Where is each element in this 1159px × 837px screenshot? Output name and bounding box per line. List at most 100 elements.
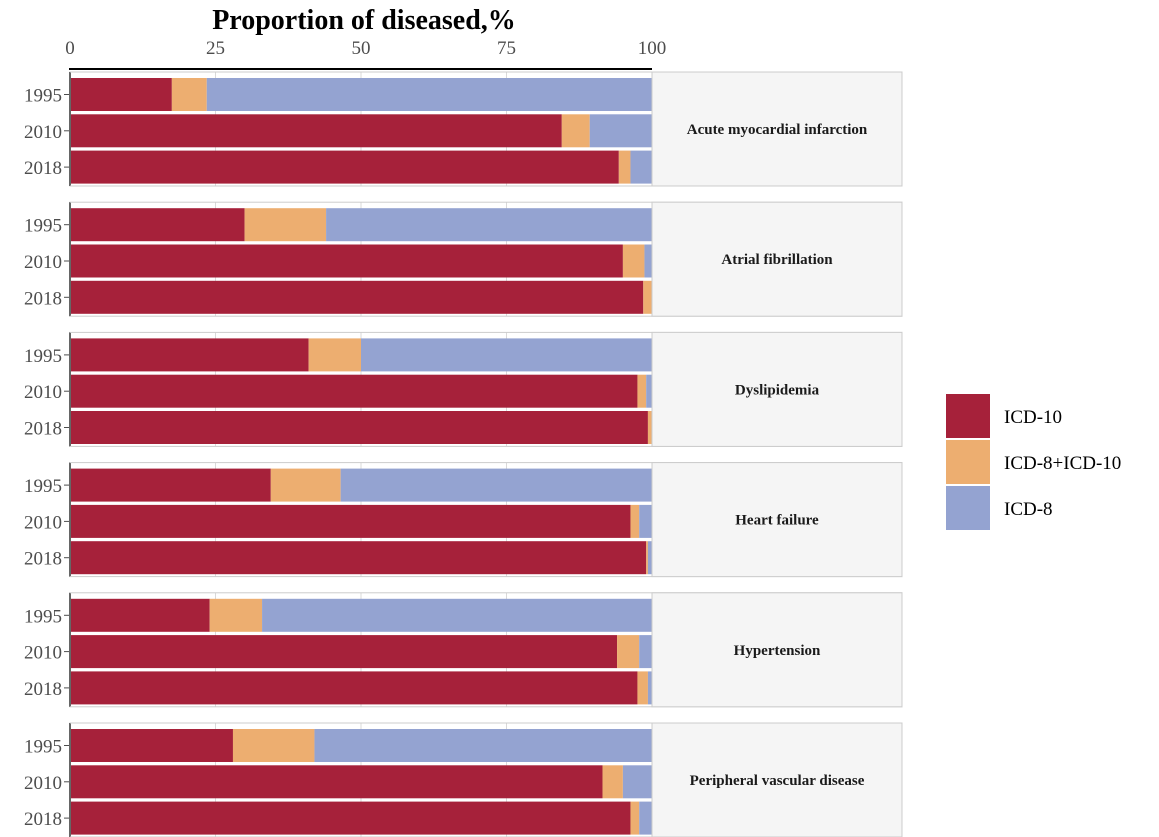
facet-strip	[651, 462, 903, 578]
bar-segment	[647, 671, 652, 705]
x-tick-label: 0	[65, 38, 75, 59]
bar-segment	[70, 280, 644, 314]
legend-key	[946, 440, 990, 484]
bar-segment	[637, 671, 648, 705]
bar-segment	[70, 729, 233, 762]
y-tick-label: 2010	[24, 122, 62, 143]
facet-strip-label: Atrial fibrillation	[721, 252, 833, 268]
bar-segment	[643, 280, 652, 314]
bar-segment	[70, 635, 618, 669]
bar-segment	[602, 765, 623, 799]
y-tick-label: 2018	[24, 419, 62, 440]
bar-segment	[639, 635, 652, 669]
bar-segment	[618, 150, 631, 184]
legend-label: ICD-8	[1004, 499, 1053, 520]
facet-strip-label: Acute myocardial infarction	[687, 122, 868, 138]
y-tick-label: 1995	[24, 216, 62, 237]
y-tick-label: 2018	[24, 158, 62, 179]
bar-segment	[70, 338, 309, 372]
bar-segment	[646, 541, 648, 575]
y-tick-label: 2010	[24, 252, 62, 273]
facet-panel: 1995 2010 2018 Atrial fibrillation	[24, 201, 903, 317]
bar-segment	[617, 635, 640, 669]
facet-strip	[651, 201, 903, 317]
y-tick-label: 1995	[24, 346, 62, 367]
facet-strip	[651, 592, 903, 708]
facet-strip-label: Hypertension	[734, 643, 821, 659]
bar-segment	[262, 598, 652, 632]
bar-segment	[70, 541, 647, 575]
facet-panel: 1995 2010 2018 Heart failure	[24, 462, 903, 578]
bar-segment	[647, 411, 652, 444]
y-tick-label: 2010	[24, 643, 62, 664]
legend-key	[946, 394, 990, 438]
legend: ICD-10 ICD-8+ICD-10 ICD-8	[946, 394, 1121, 530]
legend-key	[946, 486, 990, 530]
y-tick-label: 2018	[24, 679, 62, 700]
bar-segment	[622, 244, 645, 278]
y-tick-label: 2018	[24, 288, 62, 309]
bar-segment	[639, 504, 652, 538]
x-tick-label: 75	[497, 38, 516, 59]
y-tick-label: 1995	[24, 737, 62, 758]
bar-segment	[630, 801, 640, 835]
x-tick-label: 100	[638, 38, 667, 59]
facet-panel: 1995 2010 2018 Hypertension	[24, 592, 903, 708]
bar-segment	[314, 729, 652, 762]
x-tick-label: 50	[352, 38, 371, 59]
bar-segment	[70, 150, 619, 184]
bar-segment	[171, 78, 207, 111]
bar-segment	[70, 244, 623, 278]
y-tick-label: 2010	[24, 773, 62, 794]
facet-strip-label: Peripheral vascular disease	[690, 773, 865, 789]
bar-segment	[646, 374, 652, 408]
bar-segment	[644, 244, 652, 278]
facet-strip-label: Heart failure	[735, 513, 819, 529]
bar-segment	[308, 338, 361, 372]
bar-segment	[647, 541, 652, 575]
bar-segment	[70, 801, 631, 835]
bar-segment	[206, 78, 652, 111]
facet-strip-label: Dyslipidemia	[735, 382, 820, 398]
bar-segment	[209, 598, 263, 632]
bar-segment	[70, 114, 562, 148]
bar-segment	[622, 765, 652, 799]
bar-segment	[70, 765, 603, 799]
bar-segment	[340, 468, 652, 502]
bar-segment	[70, 208, 245, 242]
legend-label: ICD-8+ICD-10	[1004, 453, 1121, 474]
bar-segment	[639, 801, 652, 835]
facet-strip	[651, 71, 903, 187]
facet-panel: 1995 2010 2018 Dyslipidemia	[24, 331, 903, 447]
bar-segment	[630, 150, 652, 184]
x-axis-title: Proportion of diseased,%	[212, 5, 516, 36]
bar-segment	[630, 504, 640, 538]
facet-strip	[651, 331, 903, 447]
bar-segment	[561, 114, 590, 148]
bar-segment	[70, 374, 638, 408]
y-tick-label: 1995	[24, 476, 62, 497]
bar-segment	[326, 208, 652, 242]
facet-panel: 1995 2010 2018 Acute myocardial infarction	[24, 71, 903, 187]
bar-segment	[232, 729, 315, 762]
bar-segment	[70, 411, 648, 444]
x-axis: 0 25 50 75 100	[65, 38, 667, 70]
facet-strip	[651, 722, 903, 837]
legend-label: ICD-10	[1004, 407, 1062, 428]
y-tick-label: 1995	[24, 606, 62, 627]
bar-segment	[70, 468, 271, 502]
bar-segment	[270, 468, 341, 502]
bar-segment	[70, 78, 172, 111]
bar-segment	[637, 374, 647, 408]
y-tick-label: 2010	[24, 382, 62, 403]
y-tick-label: 2018	[24, 809, 62, 830]
bar-segment	[70, 671, 638, 705]
x-tick-label: 25	[206, 38, 225, 59]
bar-segment	[70, 504, 631, 538]
y-tick-label: 1995	[24, 86, 62, 107]
y-tick-label: 2010	[24, 512, 62, 533]
bar-segment	[361, 338, 652, 372]
bar-segment	[244, 208, 327, 242]
